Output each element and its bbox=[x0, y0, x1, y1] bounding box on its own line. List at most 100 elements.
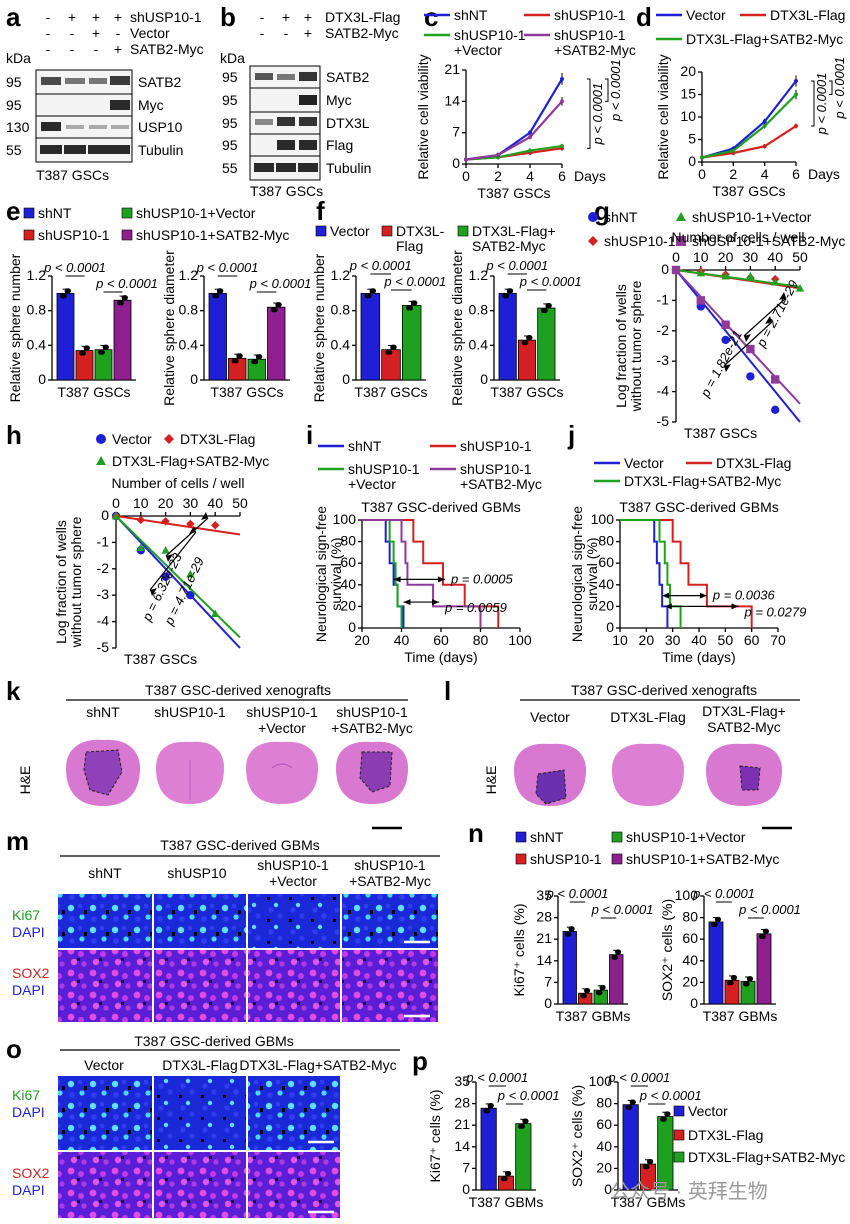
legend-label: shUSP10-1 bbox=[530, 851, 602, 867]
panel-label-a: a bbox=[6, 2, 21, 32]
data-point bbox=[136, 515, 145, 525]
chart-subtitle: T387 GSCs bbox=[210, 384, 283, 400]
y-tick-label: 60 bbox=[598, 554, 614, 570]
if-image-m-sox2-4 bbox=[342, 950, 438, 1022]
chart-subtitle: T387 GBMs bbox=[611, 1194, 686, 1210]
y-tick-label: -1 bbox=[97, 533, 110, 549]
blot-myc-b bbox=[249, 87, 321, 113]
y-tick-label: 0 bbox=[480, 371, 488, 387]
panel-label-g: g bbox=[594, 196, 610, 226]
legend-label: shUSP10-1+SATB2-Myc bbox=[626, 851, 779, 867]
x-tick-label: 6 bbox=[792, 166, 800, 182]
y-tick-label: -4 bbox=[657, 383, 670, 399]
y-axis-label: Relative sphere diameter bbox=[449, 250, 465, 406]
data-point bbox=[771, 277, 780, 286]
blot-name-b: Tubulin bbox=[326, 160, 371, 176]
data-point bbox=[136, 543, 145, 552]
y-tick-label: 80 bbox=[682, 909, 698, 925]
chart-i: T387 GSC-derived GBMs020406080100Neurolo… bbox=[313, 499, 532, 665]
legend-label: +Vector bbox=[348, 476, 396, 492]
y-tick-label: 5 bbox=[688, 131, 696, 147]
brain-section-k3 bbox=[246, 741, 318, 804]
replicate-dot bbox=[584, 988, 590, 994]
y-tick-label: -2 bbox=[657, 322, 670, 338]
caption-b: T387 GSCs bbox=[250, 183, 323, 199]
legend-label: shUSP10-1 bbox=[554, 7, 626, 23]
comparison-arrow bbox=[165, 517, 209, 557]
replicate-dot bbox=[730, 975, 737, 981]
panel-l: l T387 GSC-derived xenografts Vector DTX… bbox=[444, 676, 800, 830]
y-tick-label: 15 bbox=[680, 86, 696, 102]
x-tick-label: 40 bbox=[767, 249, 783, 265]
survival-curve bbox=[362, 519, 403, 628]
legend-h: Vector DTX3L-Flag DTX3L-Flag+SATB2-Myc bbox=[96, 431, 269, 469]
blot-dtx3l bbox=[249, 111, 321, 135]
survival-curve bbox=[362, 519, 482, 628]
kda-value-a: 95 bbox=[6, 97, 22, 113]
y-axis-label: SOX2⁺ cells (%) bbox=[569, 1085, 585, 1187]
y-tick-label: -5 bbox=[657, 413, 670, 429]
x-tick-label: 70 bbox=[770, 632, 786, 648]
replicate-dot bbox=[410, 300, 417, 306]
y-tick-label: 20 bbox=[596, 1159, 612, 1175]
sign-a: + bbox=[68, 9, 76, 25]
replicate-dot bbox=[744, 981, 750, 987]
p-value: p < 0.0001 bbox=[349, 258, 412, 273]
y-tick-label: 40 bbox=[682, 952, 698, 968]
row-label-b: SATB2-Myc bbox=[325, 25, 399, 41]
y-tick-label: 40 bbox=[598, 576, 614, 592]
y-tick-label: 60 bbox=[340, 554, 356, 570]
arrow-head bbox=[779, 292, 786, 300]
x-tick-label: 30 bbox=[743, 249, 759, 265]
panel-label-i: i bbox=[306, 420, 313, 450]
arrow-head bbox=[403, 599, 411, 606]
y-tick-label: 0.8 bbox=[331, 302, 351, 318]
p-value: p < 0.0001 bbox=[383, 274, 446, 289]
replicate-dot bbox=[522, 1118, 528, 1124]
chart-subtitle: T387 GBMs bbox=[469, 1194, 544, 1210]
p-value: p < 0.0001 bbox=[692, 886, 755, 901]
replicate-dot bbox=[216, 288, 223, 294]
y-tick-label: 0 bbox=[38, 371, 46, 387]
blot-satb2 bbox=[35, 69, 133, 95]
arrow-head bbox=[662, 592, 670, 599]
replicate-dot bbox=[627, 1104, 633, 1110]
if-image-m-ki67-4 bbox=[342, 894, 438, 948]
kda-label-b: kDa bbox=[220, 50, 245, 66]
y-tick-label: 28 bbox=[454, 1095, 470, 1111]
x-tick-label: 50 bbox=[792, 249, 808, 265]
data-point bbox=[161, 546, 170, 554]
bar bbox=[622, 1104, 639, 1191]
y-tick-label: 0.4 bbox=[27, 336, 47, 352]
legend-label: shUSP10-1 bbox=[348, 461, 420, 477]
x-tick-label: 10 bbox=[133, 495, 149, 511]
p-value: p < 0.0001 bbox=[546, 886, 609, 901]
arrow-head bbox=[724, 364, 731, 372]
data-point bbox=[794, 124, 798, 128]
legend-swatch bbox=[515, 831, 527, 843]
y-tick-label: 14 bbox=[536, 952, 552, 968]
y-tick-label: 7 bbox=[462, 1159, 470, 1175]
legend-label: DTX3L-Flag+SATB2-Myc bbox=[686, 31, 843, 47]
if-image-m-sox2-2 bbox=[154, 950, 246, 1022]
legend-label: SATB2-Myc bbox=[472, 238, 546, 254]
if-image-o-ki67-1 bbox=[58, 1076, 152, 1150]
data-point bbox=[696, 268, 705, 277]
chart-subtitle: T387 GSCs bbox=[712, 183, 785, 199]
col-k-3b: +Vector bbox=[258, 720, 306, 736]
legend-label: shNT bbox=[38, 205, 72, 221]
p-value: p < 0.0001 bbox=[639, 1088, 702, 1103]
chart-subtitle: T387 GSCs bbox=[477, 185, 550, 201]
legend-label: DTX3L-Flag bbox=[688, 1127, 763, 1143]
legend-g: shNT shUSP10-1+Vector shUSP10-1 shUSP10-1+S… bbox=[588, 209, 845, 249]
dapi-label-o1: DAPI bbox=[12, 1104, 45, 1120]
row-label-a: Vector bbox=[130, 25, 170, 41]
blot-tubulin-a bbox=[35, 137, 133, 163]
x-tick-label: 10 bbox=[693, 249, 709, 265]
chart-p-ki67: 0 7 14 21 28 35 Ki67⁺ cells (%) T387 GBMs p < 0.… bbox=[427, 1070, 560, 1210]
data-point bbox=[161, 572, 170, 581]
